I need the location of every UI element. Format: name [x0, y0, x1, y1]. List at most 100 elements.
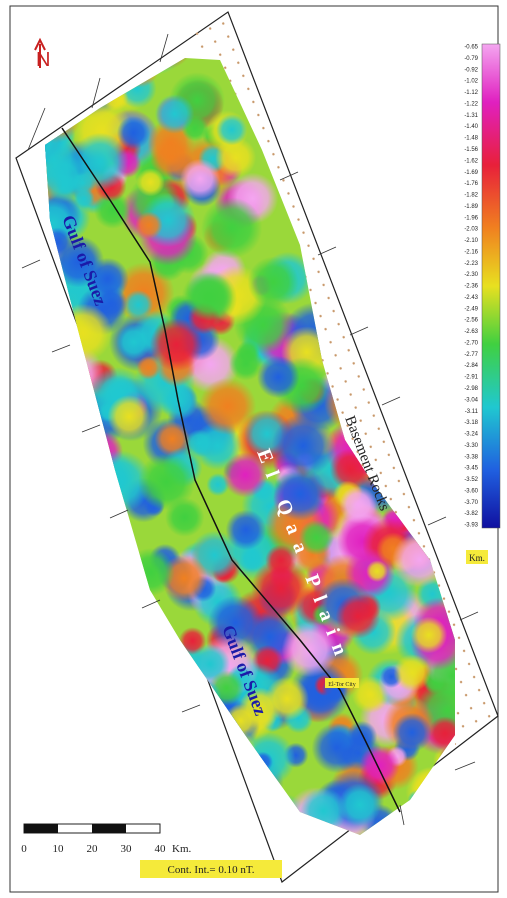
- scale-label: 40: [155, 843, 167, 855]
- color-bar-label: -1.76: [464, 181, 478, 187]
- field-blob: [135, 211, 163, 239]
- field-blob: [107, 23, 154, 70]
- color-bar-label: -2.30: [464, 272, 478, 278]
- color-bar-label: -1.40: [464, 124, 478, 130]
- unit-label: Km.: [469, 553, 485, 563]
- color-bar-label: -3.11: [465, 409, 479, 415]
- field-blob: [0, 104, 5, 160]
- field-blob: [0, 85, 37, 143]
- color-bar-label: -3.52: [464, 477, 478, 483]
- field-blob: [58, 44, 101, 87]
- color-bar-label: -3.82: [464, 511, 478, 517]
- field-blob: [359, 745, 400, 786]
- color-bar-label: -1.22: [464, 101, 478, 107]
- color-bar-label: -2.70: [464, 340, 478, 346]
- field-blob: [0, 156, 7, 202]
- color-bar-label: -2.84: [464, 363, 478, 369]
- field-blob: [0, 207, 17, 231]
- scale-label: 20: [87, 843, 99, 855]
- field-blob: [0, 73, 46, 125]
- field-blob: [22, 303, 52, 333]
- scale-label: 30: [121, 843, 133, 855]
- field-blob: [0, 153, 9, 204]
- scale-unit: Km.: [172, 843, 192, 855]
- color-bar-label: -2.63: [464, 329, 478, 335]
- color-bar-label: -3.70: [464, 500, 478, 506]
- field-blob: [26, 294, 59, 327]
- field-blob: [392, 713, 431, 752]
- field-blob: [116, 324, 152, 360]
- field-blob: [137, 12, 175, 50]
- field-blob: [0, 120, 2, 144]
- color-bar-label: -2.98: [464, 386, 478, 392]
- field-blob: [11, 201, 33, 223]
- field-blob: [27, 273, 57, 303]
- scale-labels: 0 10 20 30 40: [21, 843, 166, 855]
- color-bar-label: -2.77: [464, 352, 478, 358]
- color-bar-label: -0.92: [464, 67, 478, 73]
- field-blob: [0, 168, 23, 226]
- field-blob: [248, 257, 299, 308]
- color-bar-labels: -0.65-0.79-0.92-1.02-1.12-1.22-1.31-1.40…: [464, 45, 478, 529]
- field-blob: [0, 192, 15, 212]
- field-blob: [22, 70, 78, 126]
- field-blob: [155, 94, 195, 134]
- field-blob: [117, 116, 150, 149]
- color-bar-label: -2.49: [464, 306, 478, 312]
- color-bar-label: -1.56: [464, 147, 478, 153]
- field-blob: [0, 183, 30, 215]
- field-blob: [0, 182, 16, 212]
- color-bar-label: -1.96: [464, 215, 478, 221]
- field-blob: [136, 168, 164, 196]
- color-bar-label: -3.18: [464, 420, 478, 426]
- field-blob: [150, 318, 203, 371]
- field-blob: [411, 766, 453, 808]
- field-blob: [408, 789, 430, 811]
- contour-interval: Cont. Int.= 0.10 nT.: [168, 864, 255, 876]
- field-blob: [54, 304, 112, 362]
- scale-label: 0: [21, 843, 27, 855]
- color-bar-label: -2.36: [464, 284, 478, 290]
- field-blob: [265, 677, 309, 721]
- field-blob: [338, 783, 381, 826]
- field-blob: [124, 290, 154, 320]
- north-label: N: [36, 49, 50, 71]
- scale-bar: [24, 824, 160, 833]
- color-bar-label: -2.10: [464, 238, 478, 244]
- color-bar-label: -2.03: [464, 227, 478, 233]
- field-blob: [78, 58, 109, 89]
- field-blob: [0, 244, 45, 291]
- color-bar-label: -0.65: [464, 45, 478, 51]
- color-bar-label: -2.56: [464, 318, 478, 324]
- field-blob: [199, 378, 256, 435]
- color-bar-label: -3.30: [464, 443, 478, 449]
- field-blob: [127, 548, 175, 596]
- field-blob: [257, 356, 299, 398]
- color-bar-label: -1.31: [464, 113, 478, 119]
- field-blob: [0, 92, 7, 152]
- color-bar-label: -2.43: [464, 295, 478, 301]
- field-blob: [201, 197, 262, 258]
- color-bar-label: -2.16: [464, 249, 478, 255]
- field-blob: [184, 272, 233, 321]
- color-bar-label: -3.93: [464, 523, 478, 529]
- color-bar-label: -0.79: [464, 56, 478, 62]
- color-bar-label: -3.38: [464, 454, 478, 460]
- color-bar-label: -2.23: [464, 261, 478, 267]
- field-blob: [394, 654, 431, 691]
- field-blob: [216, 114, 247, 145]
- color-bar-label: -1.69: [464, 170, 478, 176]
- field-blob: [411, 617, 448, 654]
- color-bar-label: -1.48: [464, 136, 478, 142]
- color-bar-label: -3.04: [464, 397, 478, 403]
- field-blob: [180, 159, 220, 199]
- color-bar: [482, 44, 500, 528]
- color-bar-label: -3.24: [464, 432, 478, 438]
- field-blob: [160, 381, 199, 420]
- field-blob: [0, 144, 22, 190]
- color-bar-label: -1.62: [464, 158, 478, 164]
- field-blob: [108, 395, 151, 438]
- city-label: El-Tor City: [328, 682, 355, 688]
- color-bar-label: -1.82: [464, 193, 478, 199]
- scale-label: 10: [53, 843, 65, 855]
